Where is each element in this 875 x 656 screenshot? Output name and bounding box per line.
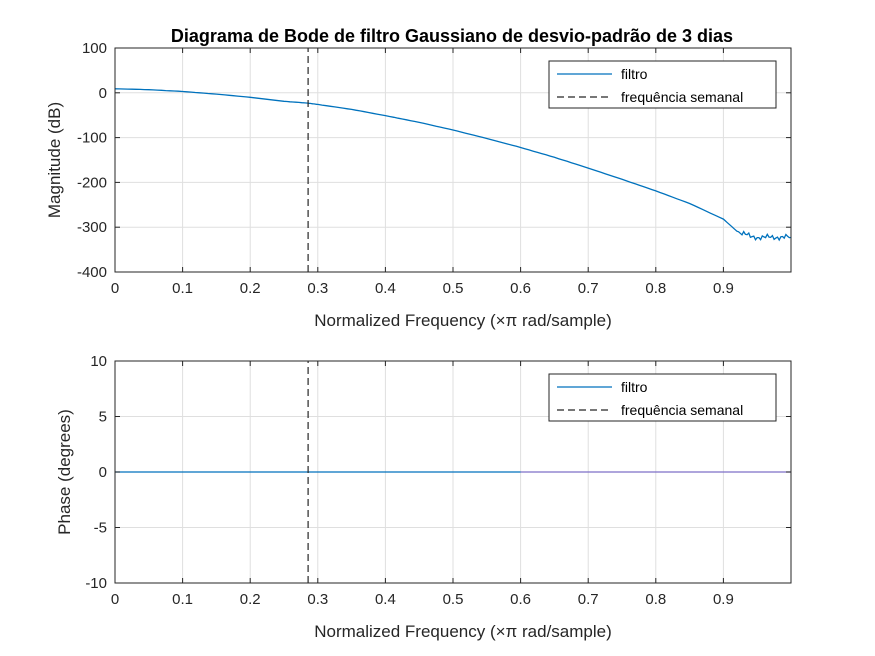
phase-legend-label: frequência semanal — [621, 402, 743, 418]
magnitude-plot: 0 0.1 0.2 0.3 0.4 0.5 0.6 0.7 0.8 0.9 -400 -300 -200… — [45, 40, 792, 330]
phase-x-tick-label: 0.6 — [510, 591, 531, 608]
phase-y-tick-label: 5 — [99, 409, 107, 426]
magnitude-x-tick-label: 0.9 — [713, 280, 734, 297]
magnitude-x-tick-label: 0 — [111, 280, 119, 297]
magnitude-filter-response-line — [115, 88, 791, 242]
phase-legend-box — [548, 373, 777, 422]
phase-x-tick-label: 0.9 — [713, 591, 734, 608]
phase-plot: 0 0.1 0.2 0.3 0.4 0.5 0.6 0.7 0.8 0.9 -10 -5 0 5 10 Nor… — [55, 353, 792, 641]
magnitude-x-tick-label: 0.1 — [172, 280, 193, 297]
magnitude-legend: filtro frequência semanal — [548, 60, 777, 109]
magnitude-x-tick-label: 0.7 — [578, 280, 599, 297]
magnitude-y-tick-label: -200 — [77, 174, 107, 191]
phase-x-tick-label: 0.2 — [240, 591, 261, 608]
phase-x-tick-label: 0 — [111, 591, 119, 608]
magnitude-x-tick-label: 0.2 — [240, 280, 261, 297]
phase-x-tick-label: 0.1 — [172, 591, 193, 608]
magnitude-y-axis-label: Magnitude (dB) — [45, 102, 64, 218]
phase-y-tick-label: -10 — [85, 575, 107, 592]
phase-x-tick-label: 0.4 — [375, 591, 396, 608]
phase-x-tick-label: 0.5 — [443, 591, 464, 608]
chart-title: Diagrama de Bode de filtro Gaussiano de … — [171, 26, 733, 46]
magnitude-y-tick-label: -100 — [77, 130, 107, 147]
phase-y-tick-label: 0 — [99, 464, 107, 481]
magnitude-series-group — [115, 48, 791, 272]
magnitude-x-tick-label: 0.4 — [375, 280, 396, 297]
magnitude-y-tick-label: 100 — [82, 40, 107, 57]
magnitude-legend-label: frequência semanal — [621, 89, 743, 105]
magnitude-x-tick-label: 0.6 — [510, 280, 531, 297]
magnitude-x-tick-label: 0.3 — [307, 280, 328, 297]
phase-legend-label: filtro — [621, 379, 648, 395]
magnitude-y-tick-label: -300 — [77, 219, 107, 236]
phase-x-tick-label: 0.7 — [578, 591, 599, 608]
magnitude-x-tick-label: 0.5 — [443, 280, 464, 297]
magnitude-legend-box — [548, 60, 777, 109]
phase-y-tick-label: -5 — [94, 520, 107, 537]
magnitude-y-tick-label: -400 — [77, 264, 107, 281]
magnitude-legend-label: filtro — [621, 66, 648, 82]
phase-series-group — [115, 361, 791, 583]
phase-x-axis-label: Normalized Frequency (×π rad/sample) — [314, 622, 612, 641]
phase-y-tick-label: 10 — [90, 353, 107, 370]
phase-x-tick-label: 0.3 — [307, 591, 328, 608]
phase-x-tick-label: 0.8 — [645, 591, 666, 608]
phase-y-axis-label: Phase (degrees) — [55, 409, 74, 535]
magnitude-y-tick-label: 0 — [99, 85, 107, 102]
phase-legend: filtro frequência semanal — [548, 373, 777, 422]
magnitude-x-axis-label: Normalized Frequency (×π rad/sample) — [314, 311, 612, 330]
magnitude-x-tick-label: 0.8 — [645, 280, 666, 297]
